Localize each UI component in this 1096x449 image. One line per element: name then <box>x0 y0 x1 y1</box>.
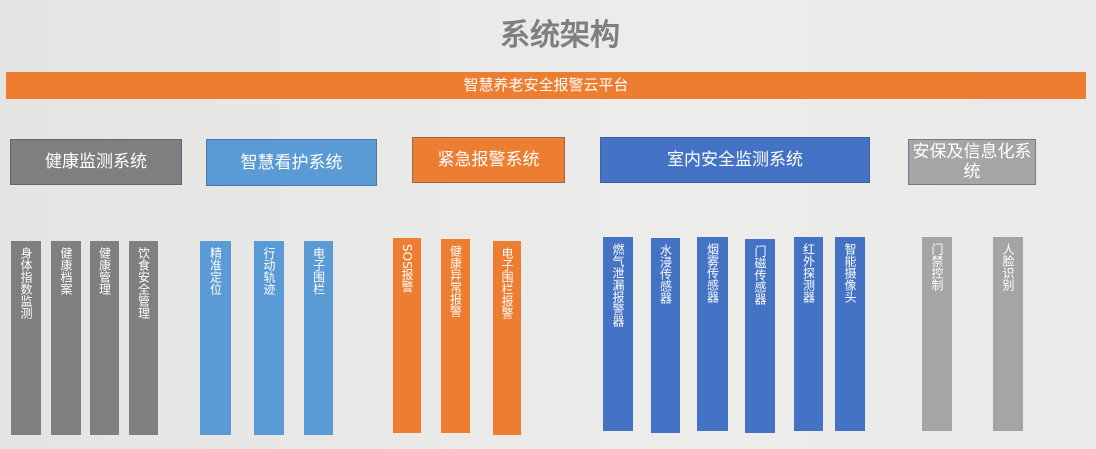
system-header: 智慧看护系统 <box>206 139 377 186</box>
module-label: 饮食安全管理 <box>136 247 151 319</box>
module-label: 电子围栏 <box>311 247 326 295</box>
module-label: 健康异常报警 <box>448 245 463 317</box>
system-header: 室内安全监测系统 <box>600 137 870 183</box>
platform-bar: 智慧养老安全报警云平台 <box>6 72 1086 99</box>
module-label: 人脸识别 <box>1001 243 1015 291</box>
system-header: 紧急报警系统 <box>412 137 565 183</box>
module-box: 门磁传感器 <box>745 239 775 433</box>
module-box: 健康档案 <box>51 241 81 435</box>
module-box: SOS报警 <box>393 238 421 433</box>
module-box: 红外探测器 <box>794 237 823 431</box>
module-box: 人脸识别 <box>993 237 1023 431</box>
module-label: 烟雾传感器 <box>705 243 720 303</box>
module-box: 健康异常报警 <box>441 239 470 433</box>
module-box: 烟雾传感器 <box>697 237 728 431</box>
module-box: 水浸传感器 <box>651 238 680 433</box>
system-header: 健康监测系统 <box>10 139 182 185</box>
module-label: 红外探测器 <box>801 243 816 303</box>
module-label: 精准定位 <box>208 247 223 295</box>
module-label: 门禁控制 <box>930 243 944 291</box>
module-box: 精准定位 <box>200 241 231 435</box>
module-box: 身体指数监测 <box>11 241 41 435</box>
module-box: 健康管理 <box>90 241 119 435</box>
module-label: 门磁传感器 <box>753 245 767 305</box>
module-label: 水浸传感器 <box>658 244 673 304</box>
module-box: 电子围栏报警 <box>493 241 521 435</box>
module-label: 电子围栏报警 <box>500 247 514 319</box>
module-label: SOS报警 <box>400 244 414 293</box>
module-label: 燃气泄漏报警器 <box>611 243 625 327</box>
module-box: 行动轨迹 <box>254 241 284 435</box>
module-box: 饮食安全管理 <box>129 241 158 435</box>
system-header: 安保及信息化系统 <box>908 139 1036 185</box>
module-box: 燃气泄漏报警器 <box>603 237 633 431</box>
module-box: 智能摄像头 <box>835 237 865 431</box>
module-label: 身体指数监测 <box>19 247 33 319</box>
module-box: 电子围栏 <box>304 241 333 435</box>
page-title: 系统架构 <box>500 18 620 53</box>
module-label: 健康档案 <box>59 247 73 295</box>
module-label: 健康管理 <box>97 247 112 295</box>
module-box: 门禁控制 <box>922 237 952 431</box>
module-label: 行动轨迹 <box>262 247 276 295</box>
module-label: 智能摄像头 <box>843 243 857 303</box>
